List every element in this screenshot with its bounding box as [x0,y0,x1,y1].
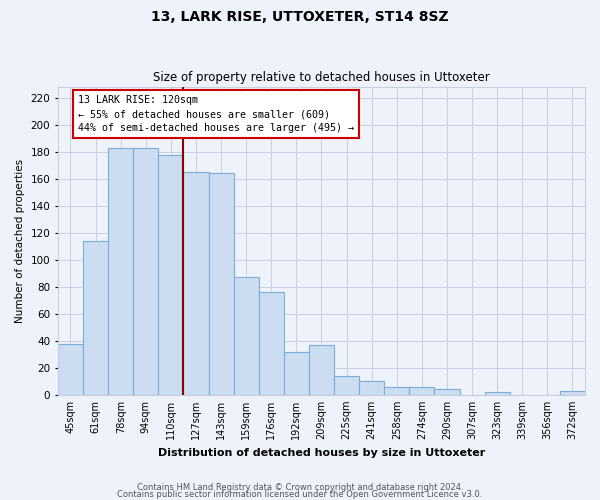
Bar [133,148,158,395]
Text: Contains public sector information licensed under the Open Government Licence v3: Contains public sector information licen… [118,490,482,499]
Text: 13 LARK RISE: 120sqm
← 55% of detached houses are smaller (609)
44% of semi-deta: 13 LARK RISE: 120sqm ← 55% of detached h… [78,95,354,133]
Bar [259,292,284,395]
Bar [58,344,83,395]
Bar [359,382,384,395]
Bar [158,154,184,395]
Bar [434,390,460,395]
Bar [233,278,259,395]
Text: Contains HM Land Registry data © Crown copyright and database right 2024.: Contains HM Land Registry data © Crown c… [137,484,463,492]
Y-axis label: Number of detached properties: Number of detached properties [15,159,25,323]
Bar [334,376,359,395]
Bar [83,241,108,395]
Bar [184,172,209,395]
Bar [384,386,409,395]
Bar [108,148,133,395]
Bar [284,352,309,395]
Bar [309,345,334,395]
X-axis label: Distribution of detached houses by size in Uttoxeter: Distribution of detached houses by size … [158,448,485,458]
Title: Size of property relative to detached houses in Uttoxeter: Size of property relative to detached ho… [153,72,490,85]
Bar [409,386,434,395]
Text: 13, LARK RISE, UTTOXETER, ST14 8SZ: 13, LARK RISE, UTTOXETER, ST14 8SZ [151,10,449,24]
Bar [485,392,510,395]
Bar [560,391,585,395]
Bar [209,174,233,395]
